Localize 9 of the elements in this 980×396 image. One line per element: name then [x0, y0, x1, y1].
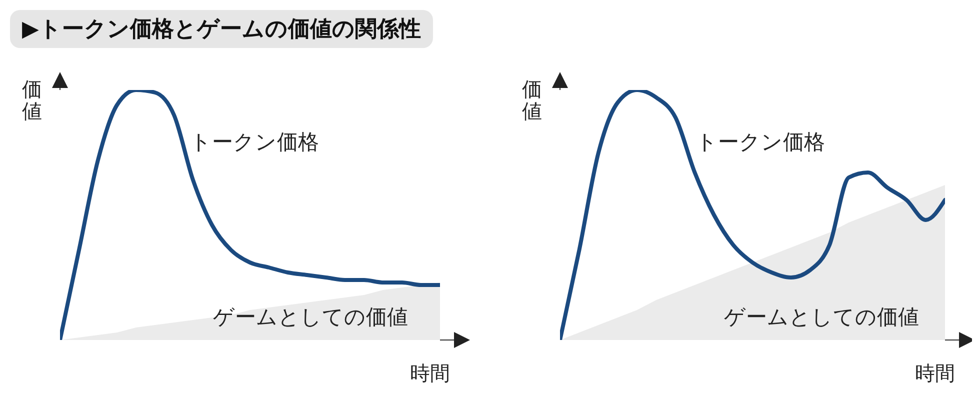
- series-label: ゲームとしての価値: [213, 304, 408, 331]
- y-axis-title: 価値: [21, 77, 43, 123]
- series-label: トークン価格: [696, 129, 825, 156]
- y-axis-title: 価値: [521, 77, 543, 123]
- x-axis-title: 時間: [410, 360, 450, 387]
- chart-title: ▶トークン価格とゲームの価値の関係性: [10, 10, 433, 48]
- x-axis-title: 時間: [915, 360, 955, 387]
- series-label: ゲームとしての価値: [724, 304, 919, 331]
- series-label: トークン価格: [190, 129, 319, 156]
